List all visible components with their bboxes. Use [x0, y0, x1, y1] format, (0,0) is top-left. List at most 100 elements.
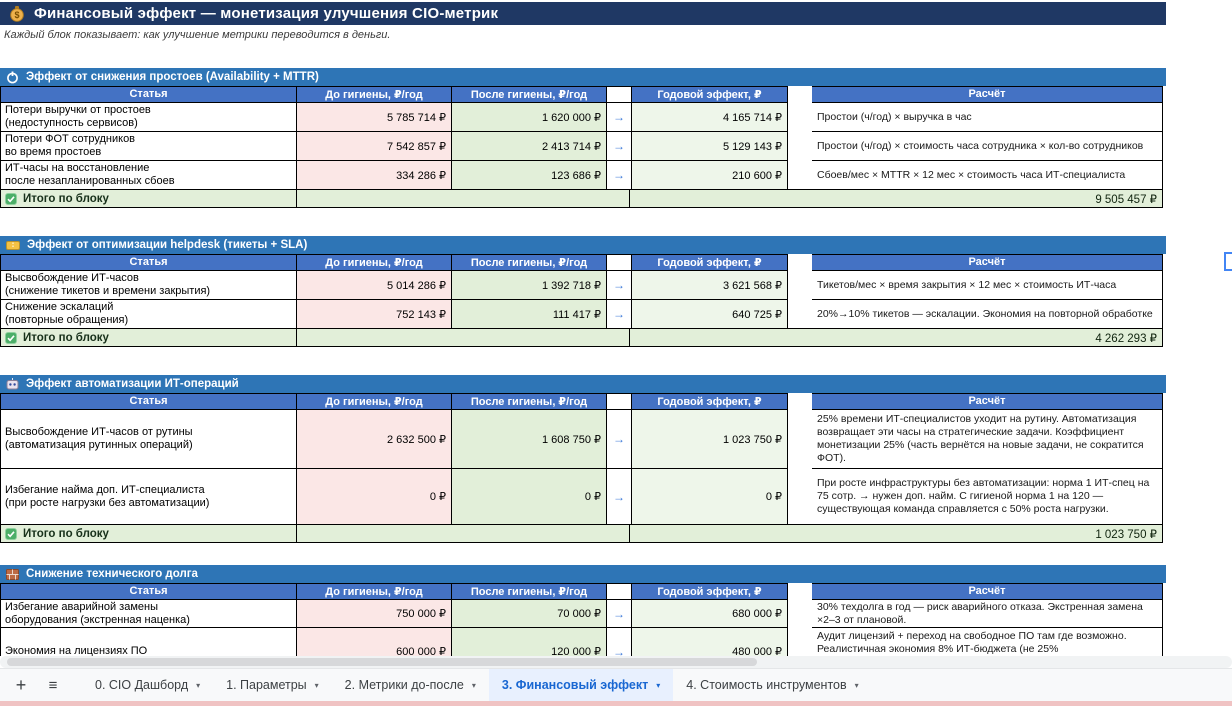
effect-value-cell[interactable]: 0 ₽	[632, 469, 788, 525]
column-header-before[interactable]: До гигиены, ₽/год	[297, 254, 452, 271]
calc-cell[interactable]: Простои (ч/год) × стоимость часа сотрудн…	[812, 132, 1163, 161]
after-value-cell[interactable]: 0 ₽	[452, 469, 607, 525]
column-header-calc[interactable]: Расчёт	[812, 393, 1163, 410]
before-value-cell[interactable]: 7 542 857 ₽	[297, 132, 452, 161]
before-value-cell[interactable]: 600 000 ₽	[297, 628, 452, 656]
column-header-effect[interactable]: Годовой эффект, ₽	[632, 583, 788, 600]
total-value[interactable]: 1 023 750 ₽	[630, 525, 1163, 543]
after-value-cell[interactable]: 120 000 ₽	[452, 628, 607, 656]
article-cell[interactable]: Экономия на лицензиях ПО	[0, 628, 297, 656]
tab-financial-effect[interactable]: 3. Финансовый эффект ▾	[488, 669, 674, 701]
column-header-before[interactable]: До гигиены, ₽/год	[297, 393, 452, 410]
after-value-cell[interactable]: 1 392 718 ₽	[452, 271, 607, 300]
column-header-article[interactable]: Статья	[0, 254, 297, 271]
before-value-cell[interactable]: 5 014 286 ₽	[297, 271, 452, 300]
after-value-cell[interactable]: 1 608 750 ₽	[452, 410, 607, 469]
column-spacer	[788, 103, 812, 132]
before-value-cell[interactable]: 0 ₽	[297, 469, 452, 525]
column-header-article[interactable]: Статья	[0, 393, 297, 410]
chevron-down-icon[interactable]: ▾	[314, 680, 319, 690]
before-value-cell[interactable]: 2 632 500 ₽	[297, 410, 452, 469]
column-header-effect[interactable]: Годовой эффект, ₽	[632, 86, 788, 103]
calc-cell[interactable]: 25% времени ИТ-специалистов уходит на ру…	[812, 410, 1163, 469]
article-cell[interactable]: Высвобождение ИТ-часов (снижение тикетов…	[0, 271, 297, 300]
effect-value-cell[interactable]: 5 129 143 ₽	[632, 132, 788, 161]
column-header-after[interactable]: После гигиены, ₽/год	[452, 86, 607, 103]
total-gap-cell[interactable]	[297, 525, 630, 543]
after-value-cell[interactable]: 1 620 000 ₽	[452, 103, 607, 132]
column-header-calc[interactable]: Расчёт	[812, 583, 1163, 600]
effect-value-cell[interactable]: 1 023 750 ₽	[632, 410, 788, 469]
page-subtitle: Каждый блок показывает: как улучшение ме…	[4, 29, 391, 41]
total-gap-cell[interactable]	[297, 190, 630, 208]
article-cell[interactable]: Высвобождение ИТ-часов от рутины (автома…	[0, 410, 297, 469]
before-value-cell[interactable]: 750 000 ₽	[297, 600, 452, 628]
calc-cell[interactable]: 30% техдолга в год — риск аварийного отк…	[812, 600, 1163, 628]
clipped-widget[interactable]	[1224, 252, 1232, 271]
article-cell[interactable]: Избегание аварийной замены оборудования …	[0, 600, 297, 628]
after-value-cell[interactable]: 70 000 ₽	[452, 600, 607, 628]
block-automation-header[interactable]: Эффект автоматизации ИТ-операций	[0, 375, 1166, 393]
column-header-before[interactable]: До гигиены, ₽/год	[297, 86, 452, 103]
tab-tools-cost[interactable]: 4. Стоимость инструментов ▾	[673, 669, 871, 701]
article-cell[interactable]: Потери выручки от простоев (недоступност…	[0, 103, 297, 132]
calc-cell[interactable]: Тикетов/мес × время закрытия × 12 мес × …	[812, 271, 1163, 300]
chevron-down-icon[interactable]: ▾	[471, 680, 476, 690]
tab-cio-dashboard[interactable]: 0. CIO Дашборд ▾	[82, 669, 213, 701]
column-header-after[interactable]: После гигиены, ₽/год	[452, 254, 607, 271]
total-label-cell[interactable]: Итого по блоку	[0, 525, 297, 543]
scrollbar-thumb[interactable]	[7, 658, 757, 666]
sheet-title-bar[interactable]: $ Финансовый эффект — монетизация улучше…	[0, 2, 1166, 25]
column-header-article[interactable]: Статья	[0, 86, 297, 103]
before-value-cell[interactable]: 752 143 ₽	[297, 300, 452, 329]
column-header-after[interactable]: После гигиены, ₽/год	[452, 393, 607, 410]
calc-cell[interactable]: 20%→10% тикетов — эскалации. Экономия на…	[812, 300, 1163, 329]
calc-cell[interactable]: Сбоев/мес × MTTR × 12 мес × стоимость ча…	[812, 161, 1163, 190]
after-value-cell[interactable]: 111 417 ₽	[452, 300, 607, 329]
after-value-cell[interactable]: 123 686 ₽	[452, 161, 607, 190]
column-header-before[interactable]: До гигиены, ₽/год	[297, 583, 452, 600]
chevron-down-icon[interactable]: ▾	[656, 680, 661, 690]
effect-value-cell[interactable]: 680 000 ₽	[632, 600, 788, 628]
article-cell[interactable]: Снижение эскалаций (повторные обращения)	[0, 300, 297, 329]
ticket-icon	[6, 240, 20, 250]
all-sheets-button[interactable]: ≡	[48, 676, 58, 694]
column-spacer	[788, 583, 812, 600]
column-header-gap	[607, 583, 632, 600]
calc-cell[interactable]: При росте инфраструктуры без автоматизац…	[812, 469, 1163, 525]
chevron-down-icon[interactable]: ▾	[196, 680, 201, 690]
article-cell[interactable]: Потери ФОТ сотрудников во время простоев	[0, 132, 297, 161]
add-sheet-button[interactable]: +	[15, 674, 27, 695]
after-value-cell[interactable]: 2 413 714 ₽	[452, 132, 607, 161]
arrow-icon: →	[607, 103, 632, 132]
calc-cell[interactable]: Простои (ч/год) × выручка в час	[812, 103, 1163, 132]
column-header-calc[interactable]: Расчёт	[812, 254, 1163, 271]
effect-value-cell[interactable]: 210 600 ₽	[632, 161, 788, 190]
effect-value-cell[interactable]: 480 000 ₽	[632, 628, 788, 656]
article-cell[interactable]: Избегание найма доп. ИТ-специалиста (при…	[0, 469, 297, 525]
block-helpdesk-header[interactable]: Эффект от оптимизации helpdesk (тикеты +…	[0, 236, 1166, 254]
column-header-effect[interactable]: Годовой эффект, ₽	[632, 254, 788, 271]
total-label-cell[interactable]: Итого по блоку	[0, 329, 297, 347]
tab-parameters[interactable]: 1. Параметры ▾	[213, 669, 332, 701]
total-value[interactable]: 4 262 293 ₽	[630, 329, 1163, 347]
block-downtime-header[interactable]: Эффект от снижения простоев (Availabilit…	[0, 68, 1166, 86]
column-spacer	[788, 132, 812, 161]
column-header-after[interactable]: После гигиены, ₽/год	[452, 583, 607, 600]
effect-value-cell[interactable]: 3 621 568 ₽	[632, 271, 788, 300]
tab-metrics-before-after[interactable]: 2. Метрики до-после ▾	[332, 669, 489, 701]
total-value[interactable]: 9 505 457 ₽	[630, 190, 1163, 208]
total-gap-cell[interactable]	[297, 329, 630, 347]
article-cell[interactable]: ИТ-часы на восстановление после незаплан…	[0, 161, 297, 190]
effect-value-cell[interactable]: 4 165 714 ₽	[632, 103, 788, 132]
calc-cell[interactable]: Аудит лицензий + переход на свободное ПО…	[812, 628, 1163, 656]
chevron-down-icon[interactable]: ▾	[854, 680, 859, 690]
column-header-calc[interactable]: Расчёт	[812, 86, 1163, 103]
column-header-effect[interactable]: Годовой эффект, ₽	[632, 393, 788, 410]
effect-value-cell[interactable]: 640 725 ₽	[632, 300, 788, 329]
before-value-cell[interactable]: 334 286 ₽	[297, 161, 452, 190]
total-label-cell[interactable]: Итого по блоку	[0, 190, 297, 208]
column-header-article[interactable]: Статья	[0, 583, 297, 600]
before-value-cell[interactable]: 5 785 714 ₽	[297, 103, 452, 132]
block-techdebt-header[interactable]: Снижение технического долга	[0, 565, 1166, 583]
